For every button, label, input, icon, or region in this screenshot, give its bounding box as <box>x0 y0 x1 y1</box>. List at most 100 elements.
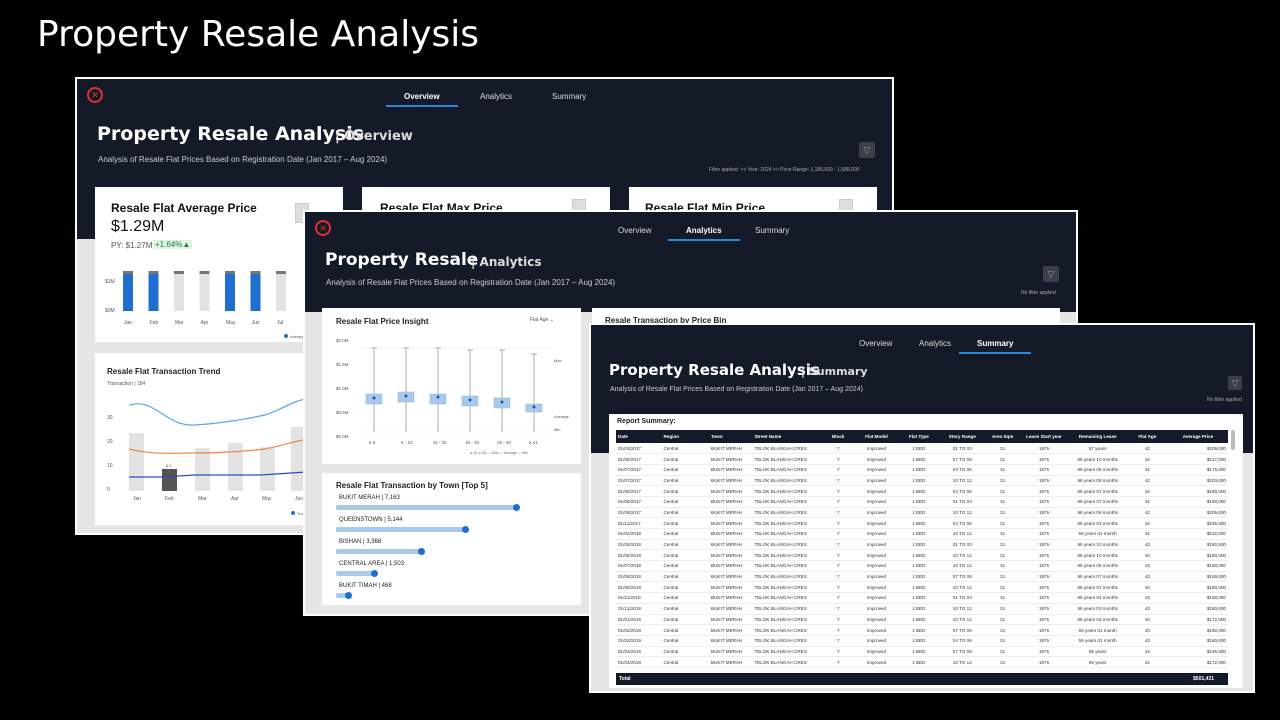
table-cell: 1975 <box>1038 584 1050 590</box>
legend: ● Q1 ● Q3 — Max — Average — Min <box>470 451 528 455</box>
table-row[interactable]: 01/01/2019 Central BUKIT MERAH TELOK BLANGA… <box>616 614 1228 625</box>
table-cell: 1975 <box>1038 659 1050 665</box>
table-cell: 42 <box>1144 499 1150 505</box>
table-row[interactable]: 01/07/2017 Central BUKIT MERAH TELOK BLANGA… <box>616 475 1228 486</box>
table-row[interactable]: 01/07/2017 Central BUKIT MERAH TELOK BLANGA… <box>616 464 1228 476</box>
column-header[interactable]: Date <box>618 434 628 439</box>
column-header[interactable]: Average Price <box>1182 434 1214 439</box>
table-cell: 31 <box>1000 648 1006 654</box>
table-cell: Central <box>663 445 679 451</box>
table-row[interactable]: 01/11/2018 Central BUKIT MERAH TELOK BLANGA… <box>616 593 1228 604</box>
town-card: Resale Flat Transaction by Town [Top 5] … <box>322 473 581 605</box>
table-cell: $188,000 <box>1206 563 1226 569</box>
table-cell: 1 BED <box>912 563 926 569</box>
table-cell: BUKIT MERAH <box>711 616 743 622</box>
table-row[interactable]: 01/05/2017 Central BUKIT MERAH TELOK BLANGA… <box>616 454 1228 465</box>
column-header[interactable]: Flat Age <box>1138 434 1157 439</box>
page-title: Property Resale Analysis <box>97 123 365 145</box>
table-row[interactable]: 01/02/2019 Central BUKIT MERAH TELOK BLANGA… <box>616 625 1228 636</box>
report-table-wrap[interactable]: Date Region Town Street Name Block Flat Model… <box>616 430 1228 685</box>
tab-overview[interactable]: Overview <box>386 92 457 107</box>
town-bar[interactable] <box>336 549 421 554</box>
column-header[interactable]: Flat Type <box>908 434 929 439</box>
tab-summary[interactable]: Summary <box>958 339 1033 354</box>
table-cell: 10 TO 12 <box>952 509 972 515</box>
town-bar[interactable] <box>336 571 374 576</box>
x-tick-label: 6 - 10 <box>401 440 413 445</box>
column-header[interactable]: Town <box>711 434 723 439</box>
filter-icon[interactable]: ▽ <box>1043 266 1059 282</box>
page-subtitle: | Overview <box>335 129 413 144</box>
table-cell: Central <box>663 552 679 558</box>
column-header[interactable]: Remaining Lease <box>1078 434 1117 439</box>
table-row[interactable]: 01/08/2018 Central BUKIT MERAH TELOK BLANGA… <box>616 571 1228 582</box>
table-cell: 1 BED <box>912 499 926 505</box>
table-row[interactable]: 01/09/2017 Central BUKIT MERAH TELOK BLANGA… <box>616 507 1228 518</box>
column-header[interactable]: Street Name <box>754 434 782 439</box>
table-row[interactable]: 01/08/2017 Central BUKIT MERAH TELOK BLANGA… <box>616 496 1228 508</box>
filter-icon[interactable]: ▽ <box>859 142 875 158</box>
table-cell: Improved <box>866 638 887 644</box>
table-cell: TELOK BLANGAH CRES <box>754 659 807 665</box>
y-tick-label: 0 <box>107 487 110 493</box>
table-row[interactable]: 01/03/2017 Central BUKIT MERAH TELOK BLANGA… <box>616 443 1228 454</box>
x-tick-label: Jan <box>124 320 132 326</box>
right-label: Max <box>554 358 562 363</box>
table-cell: 55 years 02 months <box>1077 616 1118 622</box>
table-row[interactable]: 01/08/2018 Central BUKIT MERAH TELOK BLANGA… <box>616 582 1228 593</box>
table-row[interactable]: 01/03/2019 Central BUKIT MERAH TELOK BLANGA… <box>616 646 1228 657</box>
table-cell: Improved <box>866 648 887 654</box>
table-cell: Central <box>663 488 679 494</box>
filter-icon[interactable]: ▽ <box>1228 376 1242 390</box>
town-label: BISHAN | 3,368 <box>339 539 382 545</box>
tab-analytics[interactable]: Analytics <box>668 226 739 241</box>
table-cell: $185,000 <box>1206 520 1226 526</box>
table-cell: 1975 <box>1038 616 1050 622</box>
tab-overview[interactable]: Overview <box>618 226 652 235</box>
tab-summary[interactable]: Summary <box>755 226 790 235</box>
table-cell: 1975 <box>1038 648 1050 654</box>
table-row[interactable]: 01/02/2019 Central BUKIT MERAH TELOK BLANGA… <box>616 635 1228 647</box>
column-header[interactable]: Story Range <box>948 434 976 439</box>
tab-summary[interactable]: Summary <box>552 92 587 101</box>
tab-overview[interactable]: Overview <box>859 339 893 348</box>
table-cell: TELOK BLANGAH CRES <box>754 616 807 622</box>
table-scrollbar[interactable] <box>1231 430 1235 450</box>
x-tick-label: ≥ 41 <box>529 440 538 445</box>
column-header[interactable]: Area Sqm <box>991 434 1014 439</box>
town-bar[interactable] <box>336 593 348 598</box>
column-header[interactable]: Block <box>831 434 845 439</box>
tab-analytics[interactable]: Analytics <box>919 339 952 348</box>
table-cell: 31 <box>1000 638 1006 644</box>
table-row[interactable]: 01/11/2017 Central BUKIT MERAH TELOK BLANGA… <box>616 518 1228 529</box>
table-row[interactable]: 01/07/2018 Central BUKIT MERAH TELOK BLANGA… <box>616 561 1228 572</box>
table-row[interactable]: 01/06/2018 Central BUKIT MERAH TELOK BLANGA… <box>616 539 1228 550</box>
x-tick-label: May <box>262 496 272 502</box>
town-bar[interactable] <box>336 505 516 510</box>
table-row[interactable]: 01/06/2018 Central BUKIT MERAH TELOK BLANGA… <box>616 550 1228 561</box>
flat-age-dropdown[interactable]: Flat Age ⌄ <box>530 317 554 323</box>
table-row[interactable]: 01/08/2017 Central BUKIT MERAH TELOK BLANGA… <box>616 486 1228 497</box>
table-cell: BUKIT MERAH <box>711 574 743 580</box>
trend-bar-selected <box>162 469 177 491</box>
table-cell: 43 <box>1144 584 1150 590</box>
table-row[interactable]: 01/02/2018 Central BUKIT MERAH TELOK BLANGA… <box>616 529 1228 540</box>
table-cell: 1 BED <box>912 595 926 601</box>
column-header[interactable]: Lease Start year <box>1026 434 1062 439</box>
table-cell: 1 BED <box>912 606 926 612</box>
table-cell: 01/02/2019 <box>618 627 641 633</box>
table-cell: 42 <box>1144 467 1150 473</box>
x-tick-label: Feb <box>165 496 174 502</box>
column-header[interactable]: Flat Model <box>865 434 888 439</box>
table-cell: 44 <box>1144 648 1150 654</box>
table-cell: Central <box>663 627 679 633</box>
table-row[interactable]: 01/12/2018 Central BUKIT MERAH TELOK BLANGA… <box>616 603 1228 614</box>
table-row[interactable]: 01/03/2019 Central BUKIT MERAH TELOK BLANGA… <box>616 657 1228 668</box>
page-subtitle: | Summary <box>801 365 868 378</box>
tab-analytics[interactable]: Analytics <box>480 92 513 101</box>
column-header[interactable]: Region <box>663 434 680 439</box>
table-cell: Improved <box>866 531 887 537</box>
summary-header: Overview Analytics Summary Property Resa… <box>591 325 1253 453</box>
table-cell: 10 TO 12 <box>952 616 972 622</box>
town-bar[interactable] <box>336 527 466 532</box>
